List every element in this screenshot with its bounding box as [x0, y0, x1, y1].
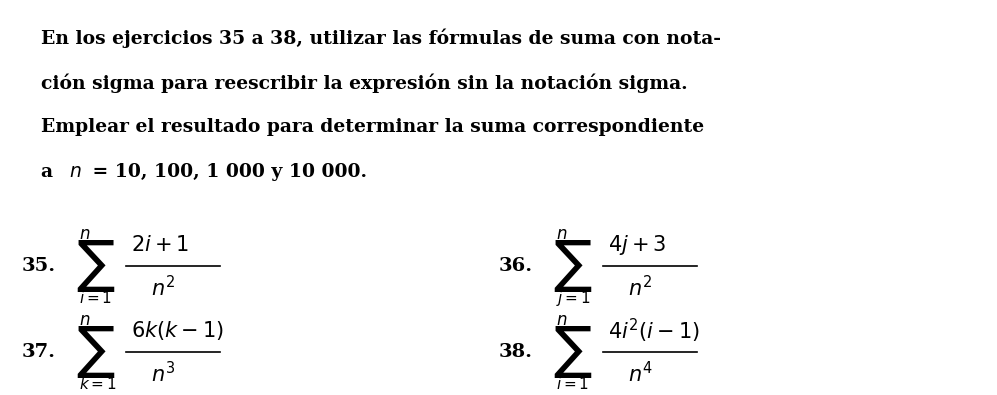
Text: $\sum$: $\sum$ — [553, 239, 592, 294]
Text: $n^2$: $n^2$ — [151, 275, 174, 301]
Text: ción sigma para reescribir la expresión sin la notación sigma.: ción sigma para reescribir la expresión … — [41, 73, 688, 93]
Text: $\sum$: $\sum$ — [553, 324, 592, 380]
Text: $i = 1$: $i = 1$ — [79, 290, 112, 307]
Text: $4i^2(i - 1)$: $4i^2(i - 1)$ — [608, 316, 700, 345]
Text: 35.: 35. — [21, 258, 56, 275]
Text: $n$: $n$ — [556, 226, 567, 243]
Text: $k = 1$: $k = 1$ — [79, 376, 117, 392]
Text: $n$: $n$ — [79, 312, 91, 329]
Text: $\sum$: $\sum$ — [76, 239, 116, 294]
Text: $n^4$: $n^4$ — [628, 361, 652, 386]
Text: $i = 1$: $i = 1$ — [556, 376, 589, 392]
Text: $j = 1$: $j = 1$ — [556, 289, 591, 308]
Text: $2i + 1$: $2i + 1$ — [131, 235, 188, 255]
Text: Emplear el resultado para determinar la suma correspondiente: Emplear el resultado para determinar la … — [41, 118, 704, 136]
Text: $4j + 3$: $4j + 3$ — [608, 233, 666, 257]
Text: 37.: 37. — [21, 343, 55, 361]
Text: En los ejercicios 35 a 38, utilizar las fórmulas de suma con nota-: En los ejercicios 35 a 38, utilizar las … — [41, 29, 721, 48]
Text: 38.: 38. — [498, 343, 532, 361]
Text: $n^3$: $n^3$ — [151, 361, 174, 386]
Text: a: a — [41, 163, 60, 181]
Text: $\sum$: $\sum$ — [76, 324, 116, 380]
Text: $n^2$: $n^2$ — [628, 275, 652, 301]
Text: = 10, 100, 1 000 y 10 000.: = 10, 100, 1 000 y 10 000. — [86, 163, 367, 181]
Text: $n$: $n$ — [556, 312, 567, 329]
Text: $6k(k - 1)$: $6k(k - 1)$ — [131, 319, 223, 342]
Text: 36.: 36. — [498, 258, 532, 275]
Text: $n$: $n$ — [79, 226, 91, 243]
Text: $n$: $n$ — [69, 163, 82, 181]
